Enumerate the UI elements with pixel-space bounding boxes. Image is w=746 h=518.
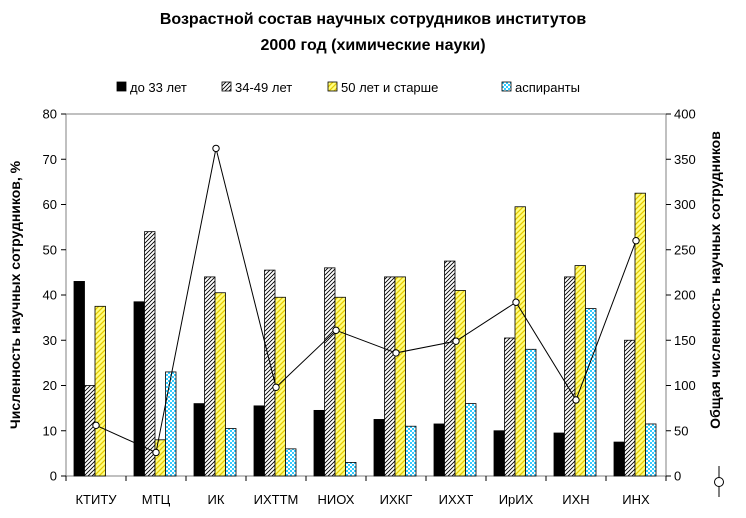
x-tick-label: ИНХ [622,492,650,507]
bar [373,419,385,477]
legend: до 33 лет 34-49 лет 50 лет и старше аспиран… [116,80,580,95]
bar [214,292,226,477]
y2-tick-label: 300 [674,197,696,212]
bar [553,432,565,477]
chart-title: Возрастной состав научных сотрудников ин… [160,11,586,28]
bar [525,348,537,477]
bar [493,430,505,477]
legend-swatch [327,81,338,92]
x-tick-label: ИХКГ [380,492,413,507]
y2-tick-label: 350 [674,152,696,167]
y-tick-label: 60 [43,197,57,212]
y-tick-label: 10 [43,423,57,438]
line-point [332,326,340,334]
x-tick-label: ИХН [562,492,589,507]
line-point [92,421,100,430]
y-tick-label: 50 [43,242,57,257]
x-tick-label: ИХТТМ [254,492,299,507]
x-tick-label: ИК [208,492,225,507]
y2-tick-label: 200 [674,288,696,303]
total-line-path [95,148,637,454]
y-axis-title: Численность научных сотрудников, % [7,160,23,429]
bar [433,423,445,477]
legend-swatch [501,81,512,92]
bar [564,276,576,477]
legend-label: 34-49 лет [235,80,292,95]
bar [624,339,636,477]
bar [165,371,177,477]
legend-label: аспиранты [515,80,580,95]
legend-label: 50 лет и старше [341,80,438,95]
y-tick-label: 70 [43,152,57,167]
bar [204,276,216,477]
bar [144,231,156,477]
bar [345,462,357,477]
bar [384,276,396,477]
bar [504,337,516,477]
bar [394,276,406,477]
legend-label: до 33 лет [130,80,187,95]
x-tick-label: НИОХ [318,492,355,507]
legend-swatch [221,81,232,92]
y2-tick-label: 250 [674,242,696,257]
legend-swatch [116,81,127,92]
bar [613,441,625,477]
line-point [212,144,220,153]
x-tick-label: МТЦ [142,492,171,507]
y-tick-label: 40 [43,288,57,303]
bar [444,260,456,477]
bar [454,290,466,477]
line-point [572,396,580,404]
total-line [92,144,640,457]
y-axis: 0 10 20 30 40 50 60 70 80 [43,107,66,484]
line-point [272,383,280,392]
y2-tick-label: 50 [674,423,688,438]
bar [514,206,526,477]
y2-line-marker-icon [714,466,724,497]
y-tick-label: 20 [43,378,57,393]
line-point [392,349,400,357]
chart-subtitle: 2000 год (химические науки) [260,37,485,54]
bars [73,192,657,477]
bar [465,403,477,477]
y2-axis-title: Общая численность научных сотрудников [707,131,723,429]
bar [285,448,297,477]
bar [193,403,205,477]
bar [634,192,646,477]
bar [73,281,85,477]
x-tick-label: ИрИХ [499,492,534,507]
x-axis: КТИТУ МТЦ ИК ИХТТМ НИОХ ИХКГ ИХХТ ИрИХ ИХН ИНХ [65,476,667,507]
line-point [512,298,520,306]
y2-tick-label: 100 [674,378,696,393]
y2-tick-label: 0 [674,469,681,484]
x-tick-label: ИХХТ [439,492,474,507]
line-point [152,448,160,457]
bar [334,296,346,477]
y2-axis: 0 50 100 150 200 250 300 350 400 [666,107,696,484]
bar [94,305,106,477]
line-point [452,337,460,345]
bar [313,409,325,477]
bar [574,265,586,477]
bar [253,405,265,477]
y-tick-label: 80 [43,107,57,122]
bar [133,301,145,477]
y-tick-label: 0 [50,469,57,484]
y-tick-label: 30 [43,333,57,348]
x-tick-label: КТИТУ [75,492,117,507]
bar [645,423,657,477]
bar [84,385,96,477]
y2-tick-label: 150 [674,333,696,348]
line-point [632,237,640,245]
bar [405,425,417,477]
bar [154,439,166,477]
bar [324,267,336,477]
bar [225,428,237,477]
y2-tick-label: 400 [674,107,696,122]
bar [585,308,597,477]
bar [264,269,276,477]
